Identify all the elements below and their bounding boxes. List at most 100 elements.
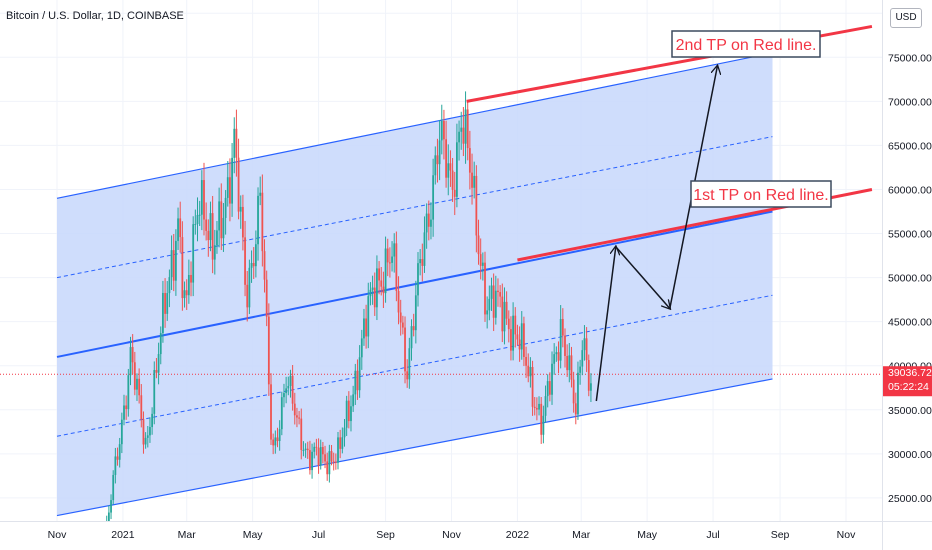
price-tick-label: 50000.00 — [888, 273, 932, 285]
candle-body — [194, 223, 197, 225]
candle-body — [456, 142, 458, 197]
candle-body — [468, 148, 471, 173]
candle-body — [114, 456, 117, 475]
candle-body — [309, 450, 311, 471]
candle-body — [196, 215, 199, 224]
candle-body — [451, 170, 454, 190]
annotation-tp2-box — [671, 30, 821, 58]
price-tick-label: 30000.00 — [888, 449, 932, 461]
candle-body — [296, 415, 298, 418]
candle-body — [587, 360, 590, 391]
candle-body — [205, 219, 208, 231]
candle-body — [486, 310, 489, 315]
symbol-title[interactable]: Bitcoin / U.S. Dollar, 1D, COINBASE — [6, 10, 184, 22]
candle-body — [280, 397, 283, 430]
candle-body — [373, 287, 376, 308]
candle-body — [462, 127, 465, 144]
candle-body — [577, 372, 579, 415]
candle-body — [538, 403, 540, 410]
candle-body — [133, 362, 136, 390]
candle-body — [401, 322, 404, 328]
candle-body — [460, 127, 463, 132]
candle-body — [388, 262, 391, 264]
candle-body — [334, 461, 337, 463]
candle-body — [112, 474, 115, 501]
candle-body — [120, 419, 123, 445]
projection-arrow — [595, 247, 615, 402]
candle-body — [397, 290, 400, 313]
candle-body — [365, 318, 368, 337]
candle-body — [395, 243, 398, 291]
candle-body — [179, 218, 182, 238]
candle-body — [527, 365, 530, 377]
candle-body — [198, 214, 201, 216]
candle-body — [306, 448, 309, 451]
annotation-tp2-text: 2nd TP on Red line. — [676, 37, 817, 54]
candle-body — [440, 120, 443, 141]
candle-body — [326, 461, 329, 475]
annotation-tp1: 1st TP on Red line. — [690, 180, 832, 208]
candle-body — [123, 405, 125, 420]
candle-body — [542, 415, 545, 435]
candle-body — [540, 403, 543, 435]
candle-body — [436, 155, 439, 165]
candle-body — [499, 292, 502, 297]
candle-body — [371, 287, 374, 290]
candle-body — [458, 131, 460, 143]
candle-body — [421, 259, 424, 266]
channel-mid-line — [56, 210, 773, 358]
candle-body — [360, 338, 363, 358]
candle-body — [106, 522, 108, 547]
bar-countdown-tag: 05:22:24 — [888, 381, 929, 394]
candle-body — [265, 279, 268, 317]
currency-button[interactable]: USD — [890, 8, 922, 28]
candle-body — [408, 348, 411, 380]
candle-body — [313, 446, 316, 452]
candle-body — [548, 381, 551, 395]
candle-body — [291, 375, 294, 404]
candle-body — [229, 177, 231, 204]
time-tick-label: May — [243, 529, 264, 541]
candle-body — [561, 318, 564, 336]
candle-body — [211, 213, 214, 260]
candle-body — [293, 403, 296, 416]
candle-body — [285, 388, 288, 394]
projection-arrow — [615, 246, 670, 309]
candle-body — [386, 248, 389, 263]
candle-body — [590, 383, 592, 391]
candle-body — [248, 267, 251, 308]
candle-body — [367, 296, 370, 337]
price-tick-label: 65000.00 — [888, 140, 932, 152]
candle-body — [162, 292, 164, 334]
candle-body — [272, 439, 275, 446]
candle-body — [151, 413, 154, 428]
candle-body — [557, 352, 560, 361]
candle-body — [166, 293, 169, 314]
candle-body — [434, 155, 437, 176]
candle-body — [447, 163, 450, 178]
candle-body — [551, 363, 553, 395]
candle-body — [505, 301, 508, 319]
candle-body — [287, 385, 290, 389]
candle-body — [330, 451, 333, 462]
candle-body — [319, 447, 322, 466]
candle-body — [144, 437, 147, 445]
candle-body — [216, 230, 218, 246]
candle-body — [497, 290, 499, 293]
candle-body — [520, 323, 523, 350]
candle-body — [261, 192, 264, 252]
candle-body — [181, 237, 184, 299]
candle-body — [559, 318, 562, 361]
candle-body — [430, 219, 432, 227]
candle-body — [425, 213, 428, 233]
candle-body — [414, 295, 417, 331]
candle-body — [376, 268, 378, 308]
candle-body — [380, 280, 383, 287]
candle-body — [107, 512, 110, 521]
candle-body — [276, 437, 279, 442]
candle-body — [529, 366, 532, 377]
candle-body — [393, 243, 396, 257]
candle-body — [311, 451, 313, 471]
candle-body — [423, 232, 426, 266]
